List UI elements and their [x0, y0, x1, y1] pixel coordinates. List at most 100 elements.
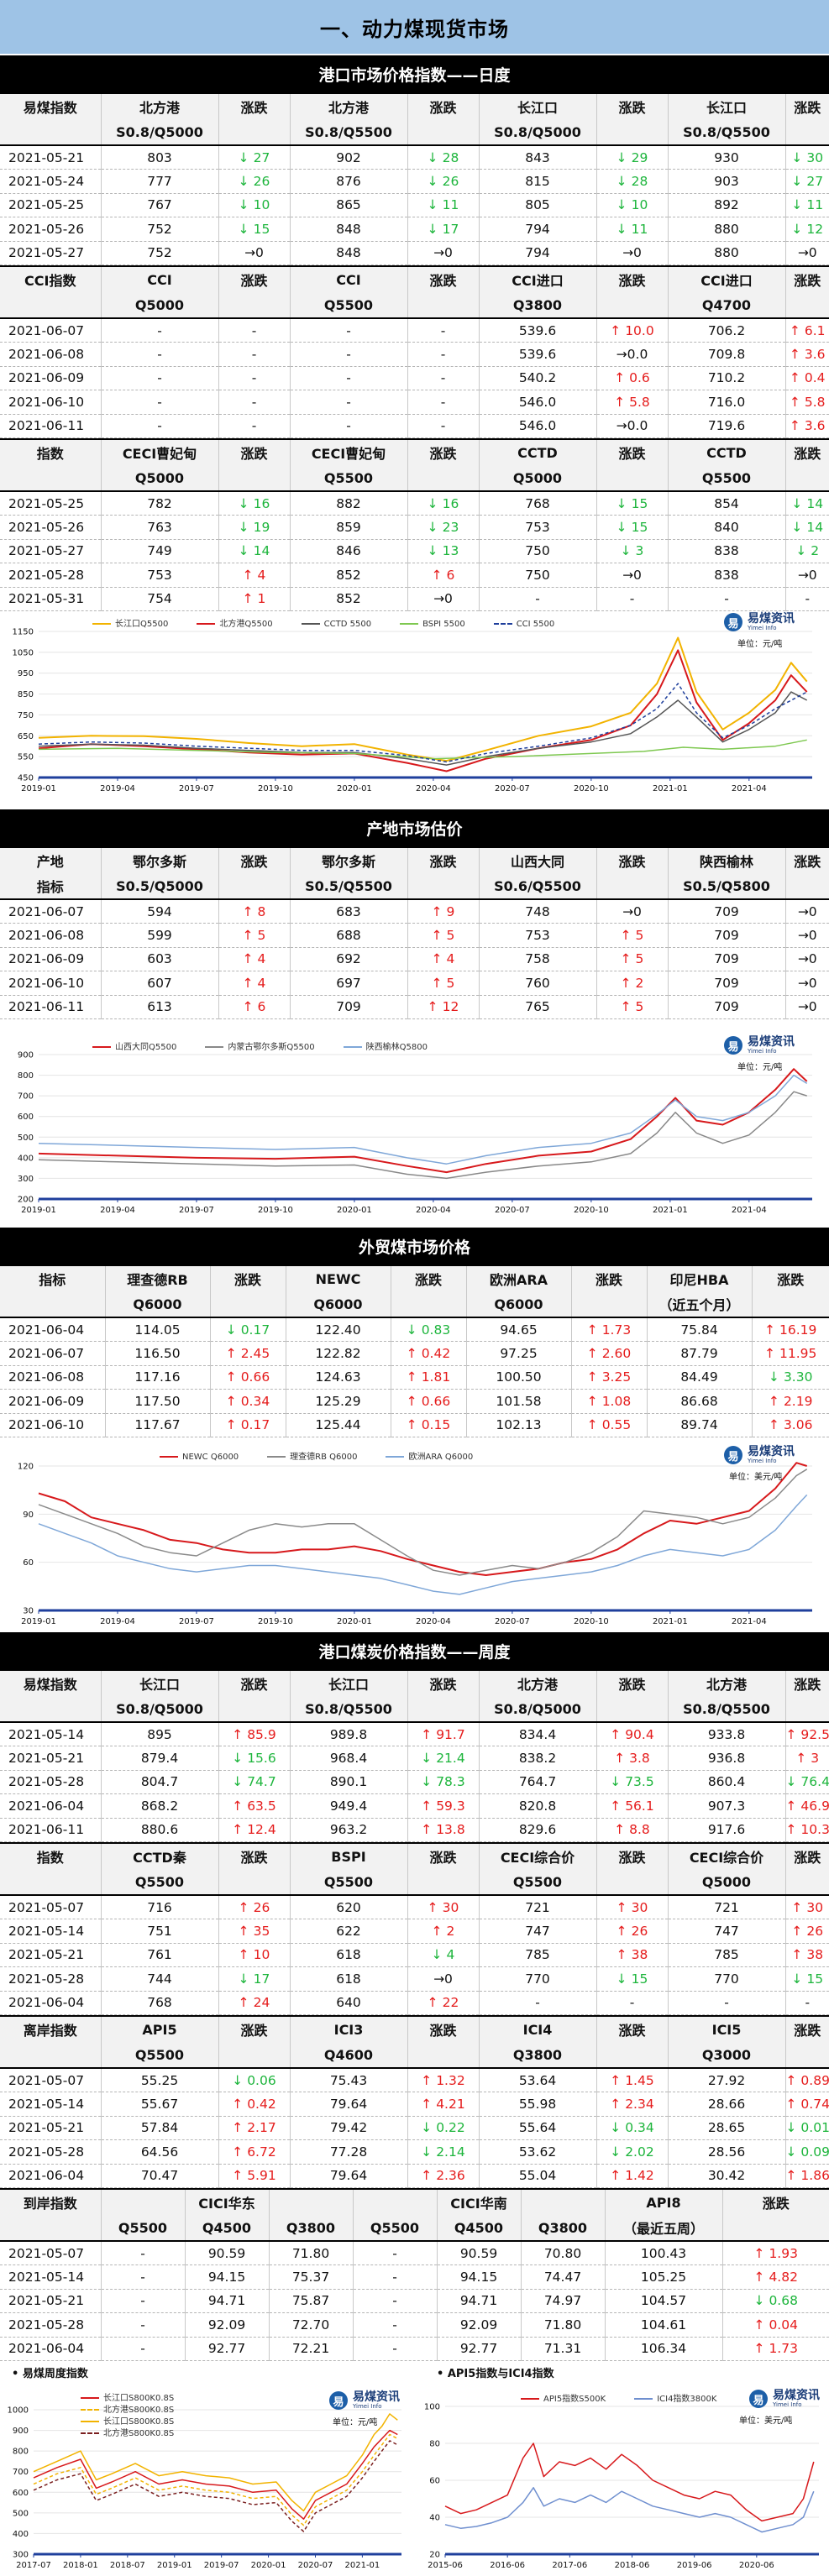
value-cell: 879.4 — [101, 1746, 219, 1771]
value-cell: ↑ 6 — [218, 995, 291, 1019]
table-header-cell: Q5000 — [101, 292, 219, 319]
series-line-1 — [38, 636, 808, 762]
table-row: 2021-05-21 761 ↑ 10 618 ↓ 4 785 ↑ 38 785 ↑ 38 — [0, 1943, 829, 1967]
value-cell: ↑ 11.95 — [752, 1341, 829, 1366]
table-header-cell — [0, 2042, 102, 2069]
chart-unit: 单位：美元/吨 — [739, 2416, 793, 2426]
table-header-cell — [785, 1696, 829, 1723]
table-header-cell: Q5500 — [479, 1869, 597, 1896]
value-cell: 782 — [101, 491, 219, 516]
table-header-cell — [596, 1869, 669, 1896]
value-cell: ↓ 3.30 — [752, 1365, 829, 1390]
value-cell: ↑ 0.6 — [596, 366, 669, 390]
table-header-cell: 指标 — [0, 1264, 106, 1291]
table-header-cell: S0.8/Q5000 — [101, 119, 219, 146]
x-tick-label: 2021-04 — [732, 784, 767, 793]
series-line-1 — [444, 2442, 815, 2522]
table-row: 2021-06-09- - - -540.2 ↑ 0.6 710.2 ↑ 0.4 — [0, 366, 829, 390]
table-header-cell: 长江口 — [479, 92, 597, 119]
x-tick-label: 2017-07 — [16, 2561, 51, 2570]
table-header-cell: 涨跌 — [596, 1669, 669, 1696]
table-row: 2021-05-07-90.59 71.80-90.59 70.80 100.43 ↑ … — [0, 2241, 829, 2265]
value-cell: 803 — [101, 145, 219, 170]
value-cell: ↓ 27 — [785, 169, 829, 194]
x-tick-label: 2019-07 — [179, 784, 214, 793]
value-cell: ↑ 5 — [218, 923, 291, 948]
date-cell: 2021-06-10 — [0, 971, 102, 996]
value-cell: - — [785, 1991, 829, 2015]
date-cell: 2021-05-14 — [0, 2264, 102, 2290]
date-cell: 2021-05-27 — [0, 539, 102, 563]
value-cell: ↑ 2.17 — [218, 2116, 291, 2140]
table-header-cell: Q3000 — [668, 2042, 786, 2069]
table-header-cell — [407, 1696, 480, 1723]
table-header-cell: ICI4 — [479, 2015, 597, 2042]
section-title-port-weekly: 港口煤炭价格指数——周度 — [0, 1632, 829, 1669]
value-cell: 933.8 — [668, 1722, 786, 1746]
table-header-cell: Q4500 — [185, 2215, 270, 2242]
table-row: 2021-06-07 594 ↑ 8 683 ↑ 9 748 →0 709 →0 — [0, 899, 829, 924]
value-cell: 709 — [668, 923, 786, 948]
value-cell: 28.56 — [668, 2139, 786, 2165]
value-cell: →0 — [596, 241, 669, 265]
value-cell: 613 — [101, 995, 219, 1019]
y-tick-label: 750 — [18, 711, 34, 720]
table-row: 2021-06-09 603 ↑ 4 692 ↑ 4 758 ↑ 5 709 →0 — [0, 947, 829, 971]
value-cell: ↑ 24 — [218, 1991, 291, 2015]
value-cell: ↑ 5.8 — [596, 390, 669, 415]
logo-name: 易煤资讯 — [748, 1445, 795, 1458]
value-cell: ↑ 0.42 — [391, 1341, 467, 1366]
legend-swatch — [81, 2432, 99, 2434]
value-cell: 122.40 — [286, 1317, 391, 1342]
table-row: 2021-06-08 599 ↑ 5 688 ↑ 5 753 ↑ 5 709 →0 — [0, 923, 829, 948]
legend-label: 北方港S800K0.8S — [103, 2406, 175, 2415]
table-row: 2021-06-07- - - -539.6 ↑ 10.0 706.2 ↑ 6.1 — [0, 318, 829, 343]
table-header-cell: S0.5/Q5500 — [290, 873, 408, 900]
table-header-cell — [785, 119, 829, 146]
sub-heading-left: • 易煤周度指数 — [12, 2368, 88, 2380]
value-cell: 104.61 — [605, 2312, 723, 2338]
value-cell: 770 — [479, 1966, 597, 1992]
value-cell: ↑ 5.91 — [218, 2164, 291, 2188]
x-tick-label: 2019-10 — [258, 784, 293, 793]
cci-index-table: CCI指数 CCI 涨跌 CCI 涨跌 CCI进口 涨跌 CCI进口 涨跌 Q5000 Q5500 Q… — [0, 265, 829, 438]
value-cell: ↓ 10 — [218, 193, 291, 217]
table-row: 2021-05-28 753 ↑ 4 852 ↑ 6 750 →0 838 →0 — [0, 563, 829, 588]
value-cell: ↑ 46.9 — [785, 1793, 829, 1819]
legend-swatch — [521, 2398, 539, 2400]
value-cell: ↑ 6.1 — [785, 318, 829, 343]
table-header-cell: （近五个月） — [647, 1291, 753, 1318]
value-cell: 106.34 — [605, 2337, 723, 2361]
value-cell: - — [479, 587, 597, 611]
table-header-cell: S0.8/Q5500 — [290, 1696, 408, 1723]
y-tick-label: 40 — [429, 2514, 440, 2523]
value-cell: 880 — [668, 241, 786, 265]
legend-item: CCTD 5500 — [301, 620, 371, 629]
y-tick-label: 500 — [13, 2509, 29, 2518]
value-cell: 903 — [668, 169, 786, 194]
value-cell: ↓ 0.34 — [596, 2116, 669, 2140]
value-cell: - — [101, 342, 219, 367]
value-cell: 84.49 — [647, 1365, 753, 1390]
x-tick-label: 2020-06 — [739, 2561, 774, 2570]
table-header-cell: 涨跌 — [218, 1669, 291, 1696]
table-header-cell: Q4600 — [290, 2042, 408, 2069]
table-row: 2021-05-14 55.67 ↑ 0.42 79.64 ↑ 4.21 55.98 ↑ 2… — [0, 2092, 829, 2117]
series-line-2 — [38, 1469, 808, 1576]
table-header-cell: 涨跌 — [407, 1669, 480, 1696]
value-cell: ↑ 2.34 — [596, 2092, 669, 2117]
port-price-chart: 长江口Q5500 北方港Q5500 CCTD 5500 BSPI 5500 CCI 55… — [0, 610, 829, 796]
value-cell: 907.3 — [668, 1793, 786, 1819]
value-cell: →0.0 — [596, 342, 669, 367]
table-header-cell — [407, 465, 480, 492]
value-cell: 709 — [668, 971, 786, 996]
value-cell: ↑ 3.6 — [785, 342, 829, 367]
value-cell: ↑ 5.8 — [785, 390, 829, 415]
value-cell: - — [101, 2312, 186, 2338]
x-tick-label: 2018-01 — [63, 2561, 98, 2570]
x-tick-label: 2019-01 — [21, 1617, 56, 1626]
value-cell: ↑ 1.93 — [722, 2241, 829, 2265]
legend-item: 长江口S800K0.8S — [81, 2416, 180, 2428]
table-row: 2021-05-14-94.15 75.37-94.15 74.47 105.25 ↑ … — [0, 2264, 829, 2290]
value-cell: 28.65 — [668, 2116, 786, 2140]
